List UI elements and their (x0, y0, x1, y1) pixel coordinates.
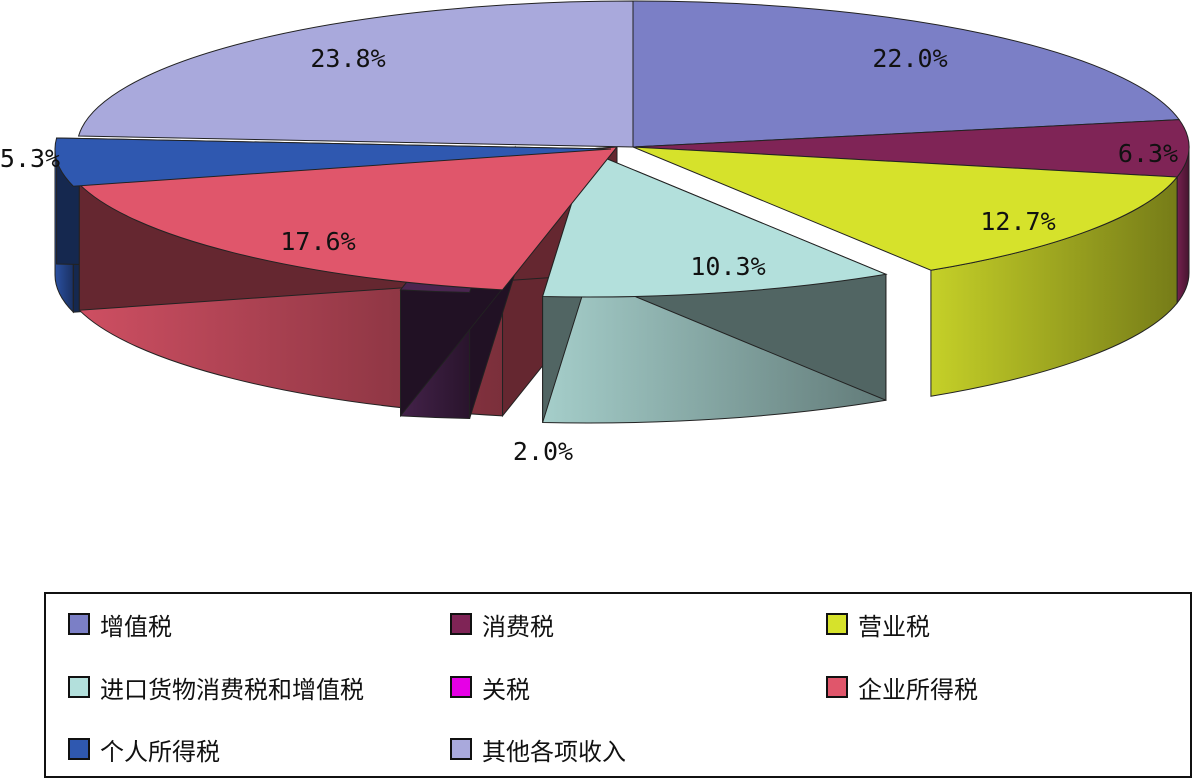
pie-slice-3 (541, 150, 888, 298)
legend-label-4: 关税 (482, 675, 530, 704)
pie-slice-6 (54, 137, 612, 187)
data-label-0: 22.0% (872, 44, 947, 73)
legend-item-0: 增值税 (68, 604, 172, 644)
pie-slice-7 (77, 0, 634, 148)
pie-slice-5 (78, 146, 619, 291)
data-label-5: 17.6% (280, 227, 355, 256)
legend-item-2: 营业税 (826, 604, 930, 644)
data-label-2: 12.7% (980, 207, 1055, 236)
legend-item-5: 企业所得税 (826, 667, 978, 707)
data-label-1: 6.3% (1118, 139, 1178, 168)
legend-label-2: 营业税 (858, 612, 930, 641)
legend-label-1: 消费税 (482, 612, 554, 641)
legend-swatch-2 (826, 613, 848, 635)
data-label-6: 5.3% (0, 144, 60, 173)
legend-item-6: 个人所得税 (68, 729, 220, 769)
legend-swatch-5 (826, 676, 848, 698)
legend-swatch-1 (450, 613, 472, 635)
pie-slice-1 (632, 119, 1190, 178)
legend-swatch-4 (450, 676, 472, 698)
legend-item-7: 其他各项收入 (450, 729, 626, 769)
legend-swatch-0 (68, 613, 90, 635)
pie-chart: 22.0% 6.3% 12.7% 10.3% 2.0% 17.6% 5.3% 23.8% (0, 0, 1190, 466)
data-label-4: 2.0% (513, 437, 573, 466)
legend-item-4: 关税 (450, 667, 530, 707)
pie-top-faces (54, 0, 1190, 298)
pie-slice-2 (632, 146, 1179, 271)
legend-item-1: 消费税 (450, 604, 554, 644)
pie-data-labels: 22.0% 6.3% 12.7% 10.3% 2.0% 17.6% 5.3% 23.8% (0, 44, 1178, 466)
legend-label-7: 其他各项收入 (482, 737, 626, 766)
legend-swatch-3 (68, 676, 90, 698)
legend-label-5: 企业所得税 (858, 675, 978, 704)
legend-item-3: 进口货物消费税和增值税 (68, 667, 364, 707)
data-label-7: 23.8% (310, 44, 385, 73)
data-label-3: 10.3% (690, 252, 765, 281)
legend-label-3: 进口货物消费税和增值税 (100, 675, 364, 704)
legend-swatch-6 (68, 738, 90, 760)
legend-label-6: 个人所得税 (100, 737, 220, 766)
legend: 增值税 消费税 营业税进口货物消费税和增值税 关税 企业所得税个人所得税 其他各项收入 (44, 592, 1192, 778)
legend-swatch-7 (450, 738, 472, 760)
pie-slice-0 (632, 0, 1181, 148)
legend-label-0: 增值税 (100, 612, 172, 641)
